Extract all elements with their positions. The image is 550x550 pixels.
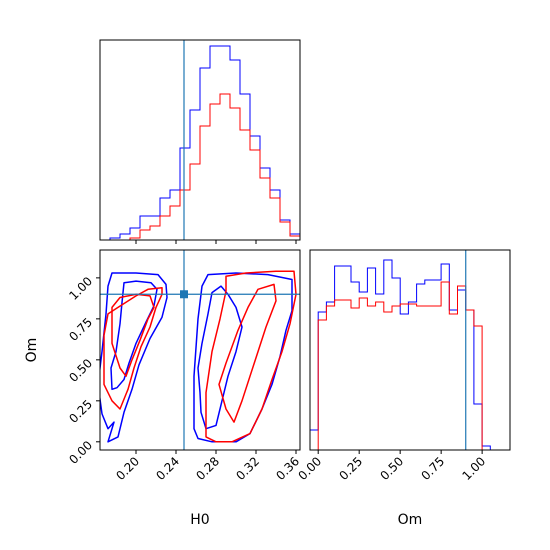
x-axis-label-om: Om: [398, 512, 423, 528]
om-histogram-panel: 0.00 0.25 0.50 0.75 1.00: [296, 249, 511, 483]
contour-red-3: [218, 283, 277, 423]
contour-red-1: [111, 293, 155, 377]
joint-xtick-label-5: 0.36: [273, 454, 302, 483]
joint-xtick-label-3: 0.28: [193, 454, 222, 483]
truth-marker: [180, 290, 188, 299]
right-xtick-label-5: 1.00: [459, 454, 488, 483]
x-axis-label-h0: H0: [190, 512, 209, 528]
joint-ytick-label-3: 0.50: [66, 356, 95, 385]
om-histogram-frame: [309, 249, 511, 451]
contour-panel-frame: [99, 249, 301, 451]
om-histogram-marks: [310, 259, 491, 450]
h0-histogram-marks: [100, 45, 300, 240]
right-xtick-label-2: 0.25: [337, 454, 366, 483]
joint-ytick-label-2: 0.25: [66, 397, 95, 426]
h0-histogram-panel: [99, 39, 301, 244]
h0-om-contour-panel: 0.20 0.24 0.28 0.32 0.36 0.00 0.25 0.50 0.75 1.00: [66, 249, 302, 483]
contour-blue-4: [193, 272, 293, 443]
contour-red-2: [103, 286, 163, 410]
om-histogram-red: [317, 281, 491, 450]
joint-ytick-label-4: 0.75: [66, 315, 95, 344]
contour-red-4: [205, 270, 297, 443]
contour-marks: [100, 270, 297, 443]
joint-xtick-label-1: 0.20: [113, 454, 142, 483]
contour-blue-1: [110, 280, 158, 391]
contour-blue-3: [197, 285, 243, 430]
om-histogram-blue: [310, 259, 491, 450]
right-xtick-label-1: 0.00: [296, 454, 325, 483]
h0-histogram-frame: [99, 39, 301, 241]
joint-xtick-label-4: 0.32: [233, 454, 262, 483]
right-xtick-label-3: 0.50: [377, 454, 406, 483]
y-axis-label-om: Om: [24, 338, 40, 363]
joint-xtick-label-2: 0.24: [153, 454, 182, 483]
contour-blue-2: [100, 272, 168, 443]
right-xtick-label-4: 0.75: [418, 454, 447, 483]
joint-ytick-label-1: 0.00: [66, 438, 95, 467]
h0-histogram-red: [100, 93, 300, 240]
joint-ytick-label-5: 1.00: [66, 274, 95, 303]
